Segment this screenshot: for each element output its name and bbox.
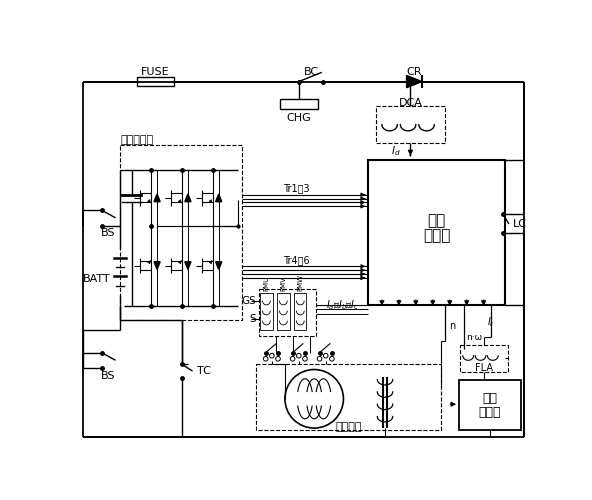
Text: 控制器: 控制器	[423, 228, 451, 243]
Bar	[376, 106, 445, 143]
Text: PMW: PMW	[297, 274, 303, 291]
Text: BC: BC	[304, 68, 318, 78]
Bar	[459, 380, 520, 430]
Text: LC: LC	[513, 219, 527, 229]
Polygon shape	[185, 194, 191, 202]
Polygon shape	[154, 262, 160, 270]
Circle shape	[269, 354, 274, 358]
Text: $I_d$: $I_d$	[391, 144, 400, 158]
Text: CHG: CHG	[287, 113, 311, 122]
Text: GS: GS	[241, 296, 256, 306]
Polygon shape	[407, 76, 422, 88]
Text: PMV: PMV	[281, 276, 287, 291]
Text: DCA: DCA	[398, 98, 422, 108]
Bar	[277, 294, 289, 331]
Text: 牵引逆变器: 牵引逆变器	[120, 135, 153, 145]
Circle shape	[290, 356, 295, 361]
Text: Tr4～6: Tr4～6	[284, 255, 310, 265]
Text: $I_a$、$I_b$、$I_c$: $I_a$、$I_b$、$I_c$	[326, 298, 359, 312]
Polygon shape	[215, 262, 222, 270]
Bar	[461, 345, 508, 372]
Circle shape	[276, 356, 280, 361]
Text: FLA: FLA	[475, 363, 493, 373]
Polygon shape	[185, 262, 191, 270]
Text: TC: TC	[197, 366, 211, 376]
Text: 主发电机: 主发电机	[336, 422, 362, 432]
Text: FUSE: FUSE	[141, 68, 170, 78]
Text: PMU: PMU	[263, 276, 269, 291]
Text: 励磁: 励磁	[482, 392, 497, 406]
Text: S: S	[249, 314, 256, 324]
Text: 斩波器: 斩波器	[478, 406, 501, 419]
Circle shape	[303, 356, 307, 361]
Text: n·ω: n·ω	[466, 332, 482, 342]
Bar	[294, 294, 307, 331]
Circle shape	[317, 356, 322, 361]
Polygon shape	[215, 194, 222, 202]
Bar	[260, 294, 272, 331]
Text: 变频: 变频	[427, 212, 446, 228]
Circle shape	[330, 356, 334, 361]
Text: BS: BS	[101, 228, 115, 238]
Circle shape	[285, 370, 343, 428]
Text: n: n	[449, 320, 455, 330]
Bar	[259, 290, 317, 336]
Bar	[137, 77, 174, 86]
Polygon shape	[154, 194, 160, 202]
Text: BS: BS	[101, 370, 115, 380]
Bar	[120, 144, 242, 320]
Bar	[279, 98, 318, 110]
Circle shape	[297, 354, 301, 358]
Circle shape	[263, 356, 268, 361]
Bar	[256, 364, 441, 430]
Text: $I_r$: $I_r$	[487, 315, 496, 328]
Text: BATT: BATT	[83, 274, 111, 284]
Circle shape	[323, 354, 328, 358]
Bar	[368, 160, 505, 305]
Text: Tr1～3: Tr1～3	[284, 184, 310, 194]
Text: CR: CR	[407, 68, 422, 78]
